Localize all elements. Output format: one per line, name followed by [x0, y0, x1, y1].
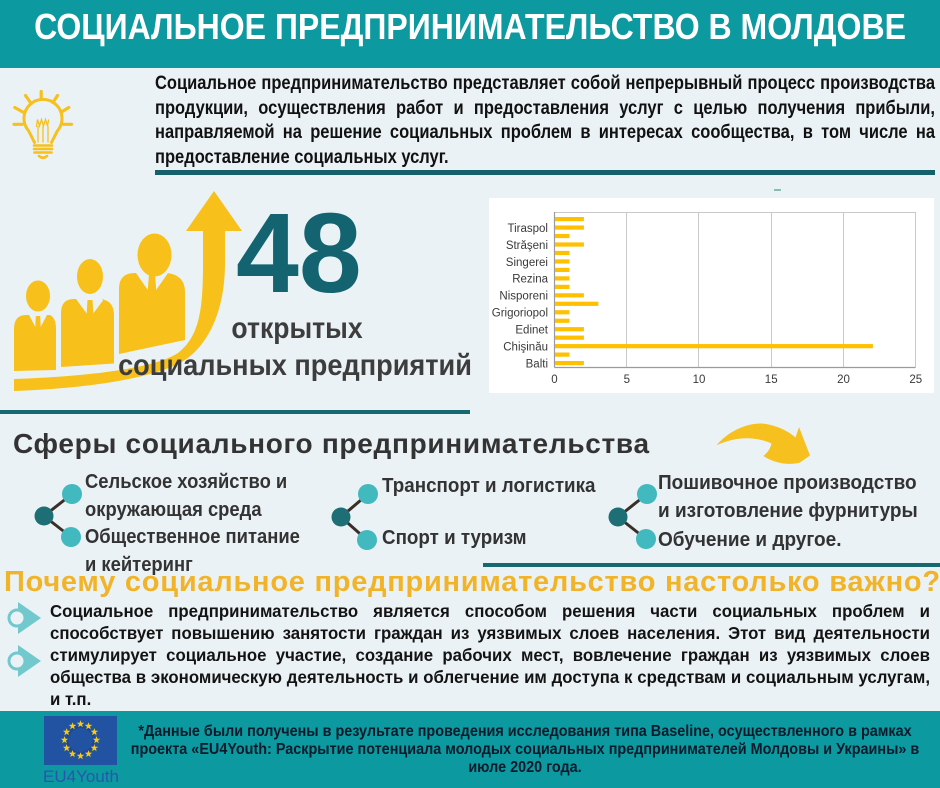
- svg-text:10: 10: [693, 374, 706, 386]
- svg-text:Rezina: Rezina: [512, 274, 548, 286]
- svg-text:Grigoriopol: Grigoriopol: [492, 308, 548, 320]
- svg-text:Balti: Balti: [526, 358, 548, 370]
- svg-text:20: 20: [837, 374, 850, 386]
- svg-text:Chişinău: Chişinău: [503, 341, 548, 353]
- svg-text:Străşeni: Străşeni: [506, 240, 548, 252]
- svg-text:0: 0: [551, 374, 557, 386]
- svg-text:Edinet: Edinet: [515, 325, 548, 337]
- svg-text:15: 15: [765, 374, 778, 386]
- svg-text:Singerei: Singerei: [506, 257, 548, 269]
- svg-text:Tiraspol: Tiraspol: [508, 223, 548, 235]
- svg-text:25: 25: [909, 374, 922, 386]
- svg-text:Nisporeni: Nisporeni: [499, 291, 548, 303]
- svg-text:5: 5: [624, 374, 630, 386]
